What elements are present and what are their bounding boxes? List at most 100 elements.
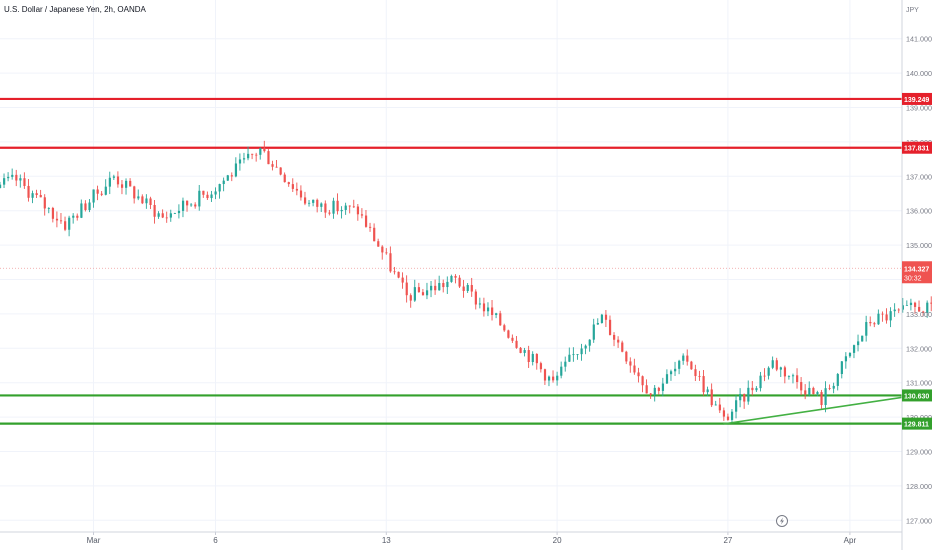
countdown-label: 30:32 (904, 275, 922, 282)
candle-body (710, 389, 713, 406)
candle-body (637, 372, 640, 377)
candle-body (356, 206, 360, 215)
candle-body (580, 348, 583, 355)
candle-body (539, 363, 543, 370)
y-tick-label: 141.000 (906, 35, 932, 44)
candle-body (336, 200, 339, 212)
candle-body (755, 388, 758, 391)
candle-body (633, 365, 636, 373)
candle-body (592, 324, 595, 340)
candle-body (629, 361, 632, 366)
y-tick-label: 127.000 (906, 516, 932, 525)
candle-body (15, 174, 18, 181)
candle-body (157, 213, 160, 217)
candle-body (474, 291, 477, 305)
candle-body (340, 209, 343, 212)
candle-body (804, 390, 807, 395)
candle-body (857, 341, 860, 346)
current-price-tag (902, 261, 932, 284)
candle-body (661, 383, 665, 391)
candle-body (787, 376, 791, 378)
candle-body (316, 199, 319, 207)
candle-body (808, 387, 811, 395)
candle-body (747, 387, 750, 402)
candle-body (877, 313, 880, 325)
candle-body (291, 184, 294, 189)
candle-body (0, 184, 2, 188)
candle-body (377, 241, 380, 247)
candle-body (68, 217, 71, 230)
candle-body (844, 356, 848, 362)
candle-body (873, 323, 876, 325)
candle-body (43, 197, 46, 209)
candle-body (186, 200, 189, 206)
candle-body (726, 416, 730, 420)
candle-body (283, 174, 286, 183)
y-tick-label: 140.000 (906, 69, 932, 78)
candle-body (865, 322, 868, 336)
candle-body (458, 277, 461, 287)
candle-body (23, 178, 26, 186)
candle-body (267, 151, 270, 165)
candle-body (763, 375, 766, 377)
resistance-price-tag (902, 141, 932, 154)
candle-body (100, 193, 103, 195)
candle-body (791, 375, 795, 377)
candle-body (905, 305, 909, 306)
candle-body (486, 307, 490, 312)
candle-body (852, 345, 856, 353)
candle-body (181, 200, 185, 211)
candle-body (678, 360, 681, 369)
candle-body (39, 195, 42, 198)
candle-body (218, 184, 221, 192)
grid-lines (0, 0, 902, 532)
y-tick-label: 133.000 (906, 310, 932, 319)
candle-body (84, 203, 87, 210)
candle-body (177, 210, 181, 214)
y-tick-label: 132.000 (906, 344, 932, 353)
candle-body (641, 376, 644, 386)
candle-body (686, 355, 689, 362)
candle-body (470, 285, 473, 292)
candle-body (80, 203, 83, 218)
y-tick-label: 136.000 (906, 207, 932, 216)
candle-body (11, 174, 14, 177)
candle-body (909, 302, 913, 306)
candle-body (608, 319, 612, 335)
candle-body (385, 252, 388, 254)
lightning-glyph (780, 517, 784, 525)
candle-body (198, 190, 201, 207)
candle-body (352, 206, 355, 208)
candle-body (116, 176, 120, 185)
support-price-label: 130.630 (904, 393, 929, 400)
candle-body (730, 411, 734, 420)
x-tick-label: 13 (382, 536, 391, 545)
candle-body (466, 285, 469, 291)
candle-body (263, 148, 266, 152)
candle-body (515, 340, 518, 348)
candle-body (832, 385, 835, 389)
candle-body (560, 366, 563, 376)
candle-body (840, 361, 843, 375)
candle-body (930, 302, 932, 304)
resistance-price-label: 137.831 (904, 146, 929, 153)
candle-body (779, 367, 782, 370)
candle-body (271, 164, 274, 167)
candle-body (125, 180, 128, 188)
candle-body (421, 292, 425, 296)
candle-body (759, 375, 762, 389)
candle-body (72, 215, 75, 218)
candle-body (27, 185, 30, 198)
candle-body (153, 204, 156, 217)
candle-body (348, 205, 351, 207)
candle-body (194, 204, 197, 207)
candle-body (169, 213, 172, 218)
ascending-trendline (722, 392, 932, 425)
candle-body (76, 215, 79, 218)
candle-body (230, 175, 233, 177)
support-price-tag (902, 417, 932, 430)
y-tick-label: 128.000 (906, 482, 932, 491)
candle-body (51, 207, 55, 219)
candle-body (259, 148, 262, 155)
candle-body (324, 203, 327, 213)
